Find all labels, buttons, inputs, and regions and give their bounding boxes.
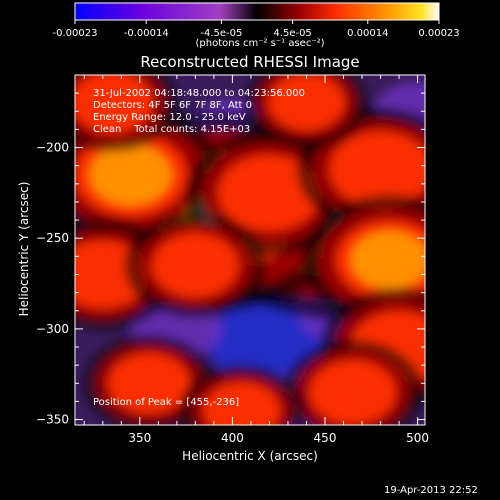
y-tick-label: −250 [36, 231, 69, 245]
colorbar-tick-label: -0.00014 [124, 28, 169, 39]
annotation-energy-range: Energy Range: 12.0 - 25.0 keV [93, 112, 246, 123]
y-tick-label: −350 [36, 413, 69, 427]
emission-source [89, 144, 172, 206]
colorbar-tick-label: 4.5e-05 [273, 28, 311, 39]
colorbar-units: (photons cm⁻² s⁻¹ asec⁻²) [195, 38, 325, 49]
emission-source [329, 131, 425, 208]
emission-source [108, 353, 190, 414]
emission-source [203, 382, 280, 425]
emission-source [350, 230, 425, 289]
peak-position-label: Position of Peak = [455,-236] [93, 397, 240, 408]
y-tick-label: −300 [36, 322, 69, 336]
annotation-time-range: 31-Jul-2002 04:18:48.000 to 04:23:56.000 [93, 88, 305, 99]
emission-source [218, 154, 321, 231]
emission-sources [75, 75, 425, 425]
colorbar-gradient [74, 2, 440, 21]
annotation-total-counts: Clean Total counts: 4.15E+03 [93, 124, 251, 135]
x-axis-label: Heliocentric X (arcsec) [182, 449, 318, 463]
colorbar-tick-label: 0.00014 [347, 28, 388, 39]
colorbar-tick-label: -4.5e-05 [200, 28, 242, 39]
footer-date: 19-Apr-2013 22:52 [384, 485, 478, 496]
colorbar-tick-label: 0.00023 [418, 28, 459, 39]
colorbar-ticks: -0.00023 -0.00014 -4.5e-05 4.5e-05 0.00014 0.… [53, 20, 460, 39]
emission-source [268, 75, 345, 131]
y-axis-label: Heliocentric Y (arcsec) [17, 181, 31, 317]
x-tick-label: 350 [128, 431, 151, 445]
plot-frame [74, 74, 426, 426]
emission-source [75, 75, 153, 133]
colorbar: -0.00023 -0.00014 -4.5e-05 4.5e-05 0.00014 0.… [53, 2, 460, 39]
axes: 350 400 450 500 −200 −250 −300 −350 [36, 74, 429, 445]
x-tick-label: 500 [406, 431, 429, 445]
x-tick-label: 400 [221, 431, 244, 445]
y-tick-label: −200 [36, 141, 69, 155]
chart-title: Reconstructed RHESSI Image [140, 53, 360, 71]
x-tick-label: 450 [314, 431, 337, 445]
emission-source [309, 360, 397, 425]
colorbar-tick-label: -0.00023 [53, 28, 98, 39]
emission-source [152, 233, 239, 298]
annotation-detectors: Detectors: 4F 5F 6F 7F 8F, Att 0 [93, 100, 253, 111]
